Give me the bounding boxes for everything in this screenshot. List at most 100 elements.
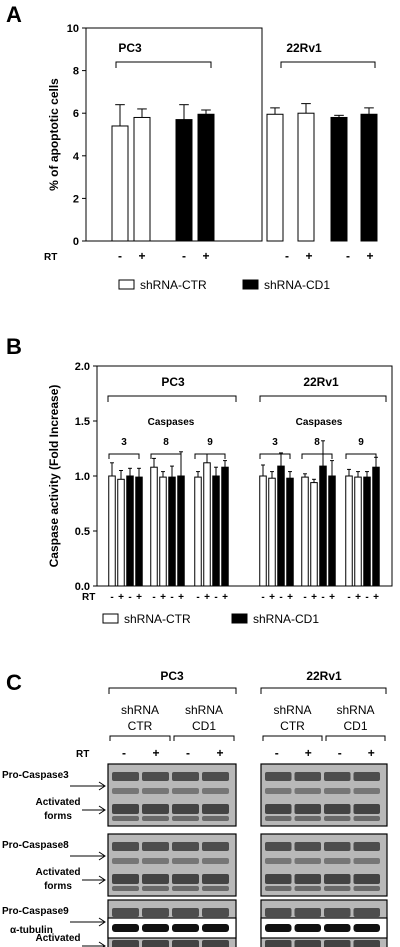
panel-b-caspase-number: 9	[358, 437, 364, 448]
panel-b-bar	[268, 477, 276, 587]
panel-a-ytick-label: 10	[67, 23, 79, 35]
panel-a-bar	[297, 112, 315, 242]
panel-a-rt-value: +	[202, 249, 209, 263]
panel-a-legend-swatch-ctr	[118, 279, 135, 290]
panel-c-condition-bracket	[325, 735, 386, 741]
panel-b-bar	[277, 465, 285, 587]
panel-b-bar	[159, 476, 167, 587]
panel-a-bar	[197, 113, 215, 242]
panel-b-bar	[328, 475, 336, 587]
panel-b-rt-value: +	[373, 592, 379, 603]
panel-a-plot-frame	[85, 27, 263, 242]
panel-a-legend-ctr: shRNA-CTR	[140, 278, 207, 292]
panel-b-bar	[363, 476, 371, 587]
panel-c-blot	[260, 763, 388, 827]
panel-b-bar	[354, 476, 362, 587]
panel-b-bar	[126, 475, 134, 587]
panel-b-bar	[286, 477, 294, 587]
panel-b-rt-value: -	[347, 592, 350, 603]
panel-b-bar	[194, 476, 202, 587]
panel-c-condition-line1: shRNA	[336, 703, 374, 717]
panel-a-bar	[111, 125, 129, 242]
panel-b-label: B	[6, 334, 22, 359]
panel-a-bar	[330, 116, 348, 242]
panel-a-rt-value: -	[182, 249, 186, 263]
panel-a-rt-value: +	[305, 249, 312, 263]
panel-b-bar	[168, 476, 176, 587]
panel-c-blot	[260, 833, 388, 897]
panel-b-caspase-bracket	[301, 453, 333, 459]
panel-b-caspase-bracket	[345, 453, 377, 459]
panel-a-ylabel: % of apoptotic cells	[47, 78, 61, 191]
panel-a-legend-swatch-cd1	[242, 279, 259, 290]
panel-b-bar	[177, 475, 185, 587]
panel-b-group-22rv1: 22Rv1	[303, 375, 339, 389]
panel-c-arrow-head	[98, 851, 106, 861]
panel-b-rt-value: +	[222, 592, 228, 603]
panel-a-bar	[133, 116, 151, 242]
panel-b-rt-value: +	[269, 592, 275, 603]
panel-b-rt-value: +	[204, 592, 210, 603]
panel-b-rt-value: -	[152, 592, 155, 603]
panel-c-rt-value: -	[338, 746, 342, 760]
panel-a-ytick-label: 4	[73, 151, 80, 163]
panel-b-rt-value: +	[355, 592, 361, 603]
panel-b-ytick-label: 0.0	[75, 581, 90, 593]
panel-c-condition-line1: shRNA	[185, 703, 223, 717]
panel-c-condition-line1: shRNA	[273, 703, 311, 717]
panel-c-condition-line2: CTR	[280, 719, 305, 733]
panel-b-ylabel: Caspase activity (Fold Increase)	[47, 385, 61, 568]
panel-b-bar	[203, 462, 211, 587]
panel-c-arrow-head	[98, 805, 106, 815]
panel-c-condition-bracket	[262, 735, 323, 741]
panel-b-ytick-label: 1.5	[75, 416, 90, 428]
panel-b-ytick-label: 2.0	[75, 361, 90, 373]
panel-a-bracket-22rv1	[280, 61, 376, 68]
panel-c-tubulin-blot	[260, 917, 388, 939]
panel-b-bracket-22rv1	[259, 395, 387, 402]
panel-a-bar	[360, 113, 378, 242]
panel-b-rt-value: -	[170, 592, 173, 603]
panel-b-rt-label: RT	[82, 592, 95, 603]
panel-a-rt-label: RT	[44, 252, 57, 263]
panel-c-group-pc3: PC3	[160, 669, 184, 683]
panel-b-legend-cd1: shRNA-CD1	[253, 612, 319, 626]
panel-c-activated-label: Activated	[35, 797, 80, 808]
panel-c-rt-value: -	[275, 746, 279, 760]
panel-c-activated-label: Activated	[35, 933, 80, 944]
panel-a-bar	[266, 113, 284, 242]
panel-c-condition-line1: shRNA	[121, 703, 159, 717]
panel-a-label: A	[6, 2, 22, 27]
panel-b-bar	[117, 478, 125, 587]
panel-a-rt-value: -	[346, 249, 350, 263]
panel-a-legend-cd1: shRNA-CD1	[264, 278, 330, 292]
panel-b-caspases-title-pc3: Caspases	[148, 417, 195, 428]
panel-b-caspase-number: 8	[163, 437, 169, 448]
panel-b-caspases-title-22rv1: Caspases	[296, 417, 343, 428]
panel-c-rt-value: +	[216, 746, 223, 760]
panel-b-rt-value: +	[178, 592, 184, 603]
panel-b-rt-value: -	[365, 592, 368, 603]
panel-b-caspase-number: 9	[207, 437, 213, 448]
panel-b-caspase-bracket	[194, 453, 226, 459]
panel-b-rt-value: -	[279, 592, 282, 603]
panel-b-ytick-label: 0.5	[75, 526, 90, 538]
panel-b-bar	[310, 482, 318, 587]
panel-b-bar	[345, 475, 353, 587]
panel-c-bracket-pc3	[108, 687, 237, 694]
panel-b-bar	[108, 475, 116, 587]
panel-b-rt-value: -	[303, 592, 306, 603]
panel-c-blot	[107, 833, 237, 897]
panel-c-arrow-head	[98, 781, 106, 791]
panel-c-blot	[107, 763, 237, 827]
panel-c-bracket-22rv1	[260, 687, 387, 694]
panel-c-tubulin-label: α-tubulin	[10, 925, 53, 936]
panel-c-forms-label: forms	[44, 811, 72, 822]
panel-c-blot-label: Pro-Caspase9	[2, 906, 69, 917]
panel-b-legend-ctr: shRNA-CTR	[124, 612, 191, 626]
panel-c-rt-value: +	[305, 746, 312, 760]
panel-b-ytick-label: 1.0	[75, 471, 90, 483]
panel-b-rt-value: +	[160, 592, 166, 603]
panel-b-bracket-pc3	[107, 395, 237, 402]
